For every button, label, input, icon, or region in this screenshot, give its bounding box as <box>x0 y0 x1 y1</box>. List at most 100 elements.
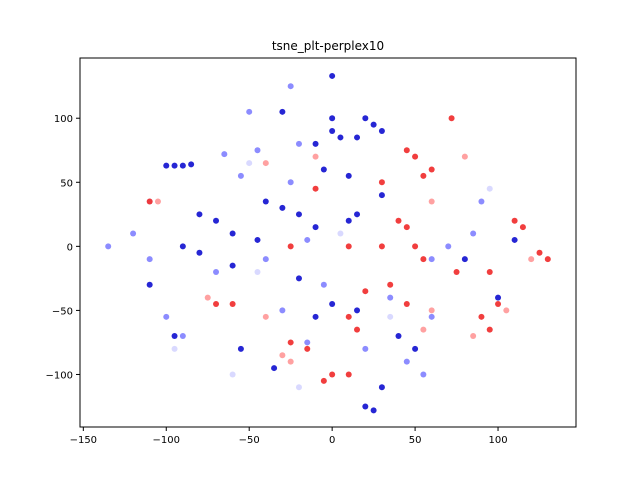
point <box>370 121 377 128</box>
point <box>179 243 186 250</box>
point <box>354 134 361 141</box>
point <box>262 313 269 320</box>
point <box>246 160 253 167</box>
point <box>387 313 394 320</box>
point <box>213 268 220 275</box>
point <box>403 358 410 365</box>
point <box>329 371 336 378</box>
point <box>295 140 302 147</box>
point <box>478 313 485 320</box>
point <box>420 172 427 179</box>
point <box>486 268 493 275</box>
point <box>403 301 410 307</box>
point <box>279 352 286 359</box>
point <box>470 230 477 237</box>
point <box>362 288 369 295</box>
point <box>420 371 427 378</box>
plot-frame <box>79 57 577 428</box>
point <box>378 192 385 199</box>
point <box>412 243 419 250</box>
point <box>287 339 294 346</box>
point <box>279 108 286 115</box>
point <box>511 217 518 224</box>
chart-title: tsne_plt-perplex10 <box>272 39 384 53</box>
point <box>163 162 170 169</box>
point <box>146 281 153 288</box>
point <box>229 262 236 269</box>
point <box>362 403 369 410</box>
point <box>345 172 352 179</box>
point <box>312 224 319 231</box>
point <box>495 294 502 301</box>
point <box>428 307 435 314</box>
point <box>478 198 485 205</box>
point <box>254 236 261 243</box>
point <box>461 256 468 263</box>
point <box>345 217 352 224</box>
point <box>262 198 269 205</box>
y-tick-label: 0 <box>67 242 73 253</box>
point <box>337 230 344 237</box>
point <box>213 301 220 307</box>
point <box>312 140 319 147</box>
point <box>295 275 302 282</box>
y-tick-label: −100 <box>46 370 73 381</box>
point <box>511 236 518 243</box>
point <box>171 162 178 169</box>
point <box>312 185 319 192</box>
x-tick-label: 50 <box>409 435 422 446</box>
point <box>312 153 319 160</box>
point <box>536 249 543 256</box>
point <box>304 339 311 346</box>
point <box>412 153 419 160</box>
point <box>279 307 286 314</box>
point <box>378 128 385 135</box>
point <box>287 83 294 90</box>
point <box>105 243 112 250</box>
point <box>345 371 352 378</box>
y-tick-label: −50 <box>52 306 73 317</box>
point <box>146 198 153 205</box>
point <box>395 333 402 340</box>
point <box>486 185 493 192</box>
point <box>179 162 186 169</box>
point <box>196 211 203 218</box>
point <box>378 243 385 250</box>
point <box>428 256 435 263</box>
point <box>362 115 369 122</box>
point <box>229 371 236 378</box>
point <box>254 147 261 154</box>
point <box>262 256 269 263</box>
y-tick-label: 50 <box>60 178 73 189</box>
point <box>445 243 452 250</box>
point <box>329 128 336 135</box>
point <box>378 179 385 186</box>
point <box>246 108 253 115</box>
point <box>453 268 460 275</box>
point <box>237 172 244 179</box>
point <box>354 326 361 333</box>
point <box>470 333 477 340</box>
point <box>229 301 236 307</box>
point <box>412 345 419 352</box>
y-tick-label: 100 <box>54 114 73 125</box>
point <box>287 243 294 250</box>
point <box>171 345 178 352</box>
point <box>362 345 369 352</box>
point <box>171 333 178 340</box>
point <box>295 384 302 391</box>
point <box>204 294 211 301</box>
point <box>329 301 336 307</box>
point <box>486 326 493 333</box>
point <box>130 230 137 237</box>
point <box>345 243 352 250</box>
point <box>461 153 468 160</box>
point <box>179 333 186 340</box>
point <box>213 217 220 224</box>
x-tick-label: 0 <box>329 435 335 446</box>
point <box>337 134 344 141</box>
point <box>287 179 294 186</box>
point <box>428 313 435 320</box>
point <box>163 313 170 320</box>
